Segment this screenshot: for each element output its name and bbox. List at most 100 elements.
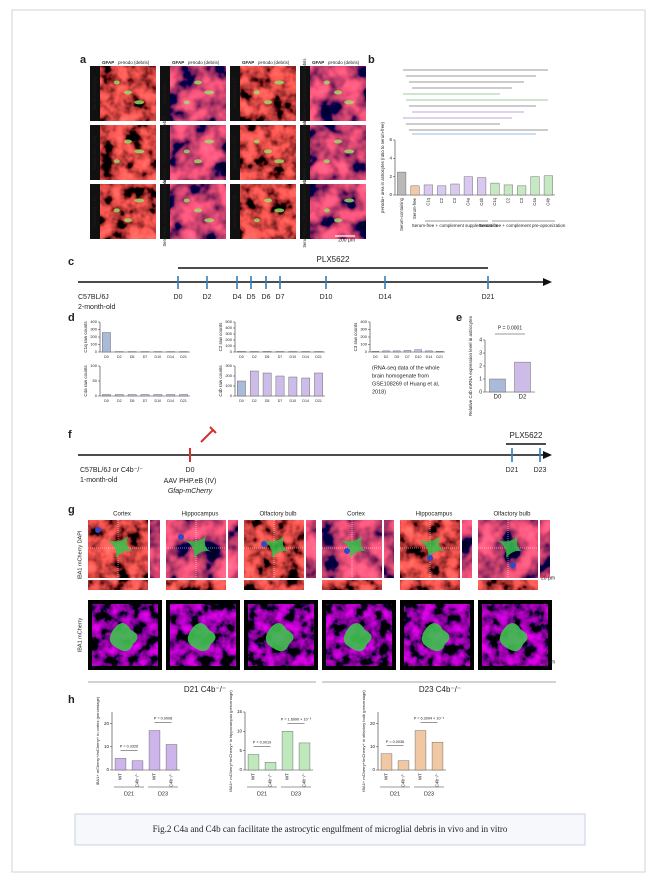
microglia-render — [187, 623, 216, 652]
image-label: Serum-free + C4b preopsonized debris — [302, 175, 307, 247]
bar — [397, 171, 407, 196]
x-tick-label: D7 — [143, 399, 148, 403]
group-label: D21 C4b⁻/⁻ — [184, 685, 226, 694]
time-label: D21 — [506, 467, 519, 474]
bar — [301, 377, 311, 397]
label: pHrodo (debris) — [258, 60, 290, 65]
debris — [334, 139, 342, 144]
debris — [323, 80, 330, 85]
debris — [113, 80, 120, 85]
label-strip — [230, 184, 240, 239]
y-tick-label: 0 — [389, 192, 392, 197]
row-label: IBA1 mCherry DAPI — [77, 530, 83, 579]
y-tick-label: 10 — [237, 729, 243, 734]
bar — [450, 183, 460, 196]
panel-label: c — [68, 256, 74, 268]
debris — [344, 100, 355, 105]
side-projection — [400, 580, 460, 590]
group-label: Serum-free + complement supplementation — [412, 223, 499, 228]
x-tick-label: D0 — [104, 355, 109, 359]
panel-label: f — [68, 429, 72, 441]
time-label: D4 — [233, 294, 242, 301]
side-projection — [306, 520, 316, 578]
column-header: Cortex — [113, 512, 131, 518]
x-tick-label: D5 — [130, 399, 135, 403]
debris — [113, 159, 120, 164]
image-label: Serum-free + C4b — [232, 194, 237, 228]
side-projection — [166, 580, 226, 590]
y-tick-label: 2 — [389, 174, 392, 179]
y-tick-label: 100 — [90, 363, 97, 368]
construct-label: Gfap-mCherry — [168, 488, 213, 495]
y-tick-label: 20 — [104, 721, 110, 726]
image-label: Serum-free + C1q — [92, 135, 97, 169]
y-tick-label: 0 — [230, 393, 233, 398]
debris — [113, 208, 120, 213]
microglia — [496, 536, 524, 558]
bar — [102, 394, 111, 397]
p-value: P = 1.6990 × 10⁻⁶ — [281, 717, 312, 721]
y-tick-label: 100 — [225, 383, 232, 388]
label: 200 μm — [338, 237, 355, 243]
panel-label: d — [68, 312, 75, 324]
x-tick-label: D0 — [239, 355, 244, 359]
x-tick-label: D2 — [384, 355, 389, 359]
debris — [264, 198, 272, 203]
bar — [249, 370, 259, 397]
y-tick-label: 200 — [225, 337, 232, 342]
x-tick-label: D7 — [278, 399, 283, 403]
x-tick-label: D2 — [117, 355, 122, 359]
micrograph — [170, 66, 226, 121]
debris — [183, 100, 190, 105]
bar — [237, 351, 246, 353]
x-tick-label: D21 — [180, 355, 187, 359]
time-label: D5 — [247, 294, 256, 301]
x-tick-label: D21 — [180, 399, 187, 403]
micrograph — [310, 125, 366, 180]
label: pHrodo (debris) — [188, 60, 220, 65]
debris — [124, 218, 132, 223]
x-tick-label: C1q — [425, 197, 430, 205]
x-tick-label: C4b⁻/⁻ — [302, 772, 307, 787]
x-tick-label: D7 — [405, 355, 410, 359]
debris — [134, 100, 145, 105]
bar — [397, 760, 410, 771]
y-tick-label: 4 — [479, 337, 482, 343]
group-label: D21 — [124, 791, 134, 797]
x-tick-label: C4b⁻/⁻ — [435, 772, 440, 787]
bar — [414, 349, 422, 353]
bar — [114, 758, 127, 771]
time-label: D10 — [320, 294, 333, 301]
group-label: D23 — [291, 791, 301, 797]
time-label: D0 — [174, 294, 183, 301]
bar — [382, 350, 390, 353]
micrograph — [240, 66, 296, 121]
bar — [314, 372, 323, 397]
x-tick-label: D5 — [265, 355, 270, 359]
syringe — [200, 426, 217, 443]
label-strip — [300, 125, 310, 180]
nucleus — [427, 555, 433, 561]
x-tick-label: D10 — [415, 355, 422, 359]
panel-label: b — [368, 54, 375, 66]
y-tick-label: 10 — [370, 744, 376, 749]
x-tick-label: D5 — [265, 399, 270, 403]
debris — [323, 159, 330, 164]
note: brain homogenate from — [372, 373, 429, 379]
bar — [490, 182, 500, 196]
bar — [414, 730, 427, 771]
side-projection — [228, 520, 238, 578]
label: GFAP — [242, 60, 254, 65]
x-tick-label: C2 — [505, 197, 510, 203]
x-tick-label: C3 — [519, 197, 524, 203]
note: GSE108269 of Huang et al, — [372, 381, 440, 387]
y-tick-label: 400 — [90, 319, 97, 324]
side-projection — [478, 580, 538, 590]
strain-label: C57BL/6J — [78, 294, 109, 301]
debris — [274, 80, 285, 85]
figure: a b c d e f g h Serum-containing GFAP pHrodo (debr… — [68, 54, 586, 846]
debris — [194, 159, 202, 164]
bar — [423, 184, 433, 196]
